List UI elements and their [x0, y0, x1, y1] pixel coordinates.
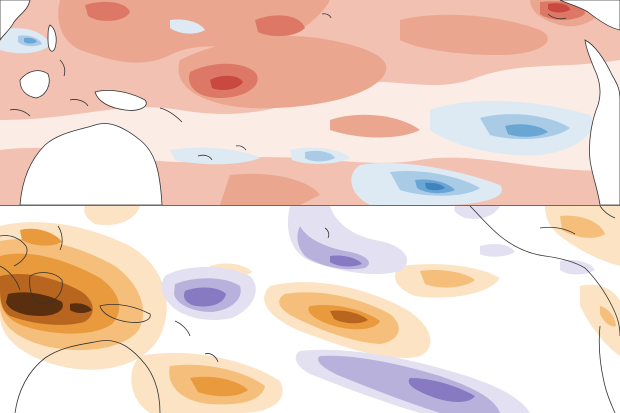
bottom-land-outlines: [0, 206, 620, 413]
islands-bottom-2: [204, 353, 219, 363]
warm-anomaly-strong: [85, 1, 585, 98]
panel-divider: [0, 205, 620, 206]
land-masses: [0, 0, 620, 205]
central-america-bottom: [469, 206, 586, 269]
warm-anomaly-max: [210, 3, 570, 90]
top-map-panel: [0, 0, 620, 205]
asia-coast: [0, 0, 31, 41]
islands-bottom-1: [174, 320, 191, 337]
south-america-bottom: [584, 267, 620, 337]
cool-anomaly-max: [425, 182, 445, 191]
precip-anomaly-map: [0, 206, 620, 413]
sumatra-bottom: [0, 265, 21, 291]
islands-bottom-3: [324, 227, 330, 239]
north-america-top: [559, 0, 620, 31]
cool-anomaly-strong: [24, 37, 548, 194]
wet-anomaly-strong: [184, 255, 475, 402]
australia-bottom: [14, 340, 161, 413]
asia-coast-bottom: [0, 235, 28, 267]
borneo-island: [19, 70, 50, 99]
dry-anomaly-darkest: [6, 292, 92, 316]
new-guinea-bottom: [99, 304, 151, 323]
caribbean-bottom: [539, 226, 576, 235]
small-islands: [9, 13, 567, 161]
philippines-islands: [47, 24, 57, 52]
americas-land: [584, 39, 620, 205]
bottom-map-panel: [0, 206, 620, 413]
philippines-bottom: [57, 225, 63, 251]
sst-anomaly-map: [0, 0, 620, 205]
new-guinea-island: [94, 90, 147, 111]
borneo-bottom: [29, 272, 63, 305]
florida-bottom: [599, 206, 616, 219]
australia-land: [19, 123, 163, 205]
south-america-west-bottom: [598, 325, 616, 413]
